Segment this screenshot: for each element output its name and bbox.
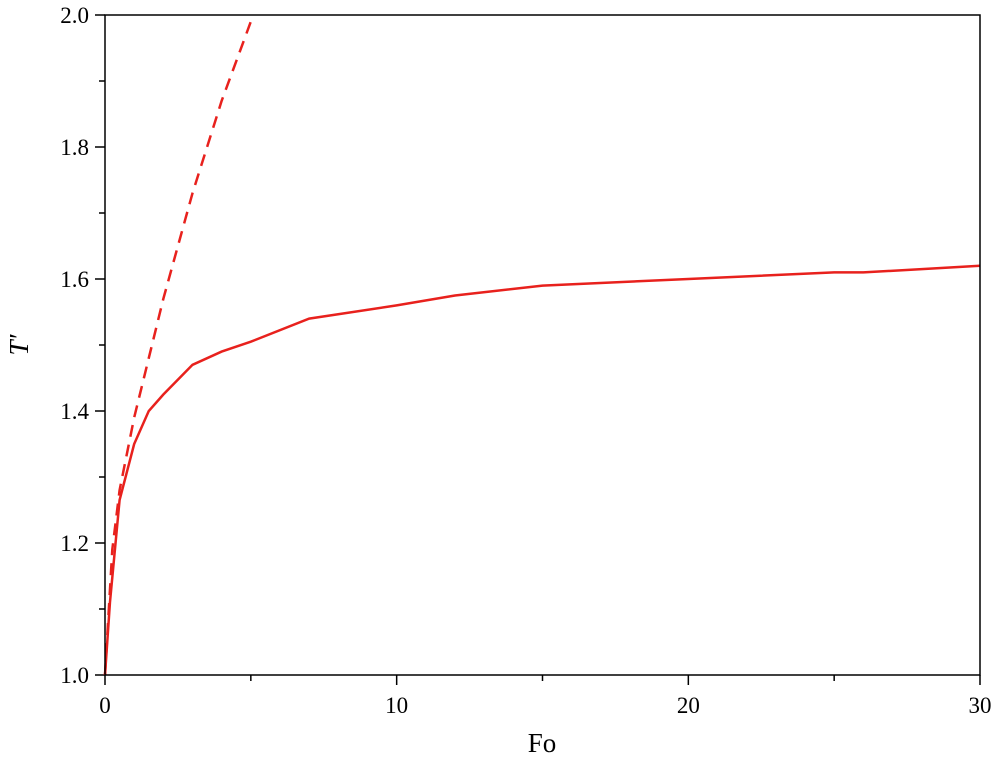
plot-frame — [104, 14, 981, 676]
x-tick-label: 10 — [385, 693, 408, 718]
y-tick-label: 1.2 — [60, 531, 89, 556]
line-series — [103, 21, 253, 676]
x-axis-label: Fo — [528, 728, 557, 758]
y-tick-label: 1.6 — [60, 267, 89, 292]
y-tick-label: 1.8 — [60, 135, 89, 160]
x-tick-label: 30 — [969, 693, 992, 718]
y-tick-label: 1.4 — [60, 399, 89, 424]
y-tick-label: 2.0 — [60, 3, 89, 28]
x-tick-label: 0 — [99, 693, 111, 718]
x-tick-label: 20 — [677, 693, 700, 718]
line-series — [103, 264, 981, 676]
y-axis-label: T′ — [4, 333, 34, 355]
y-tick-label: 1.0 — [60, 663, 89, 688]
